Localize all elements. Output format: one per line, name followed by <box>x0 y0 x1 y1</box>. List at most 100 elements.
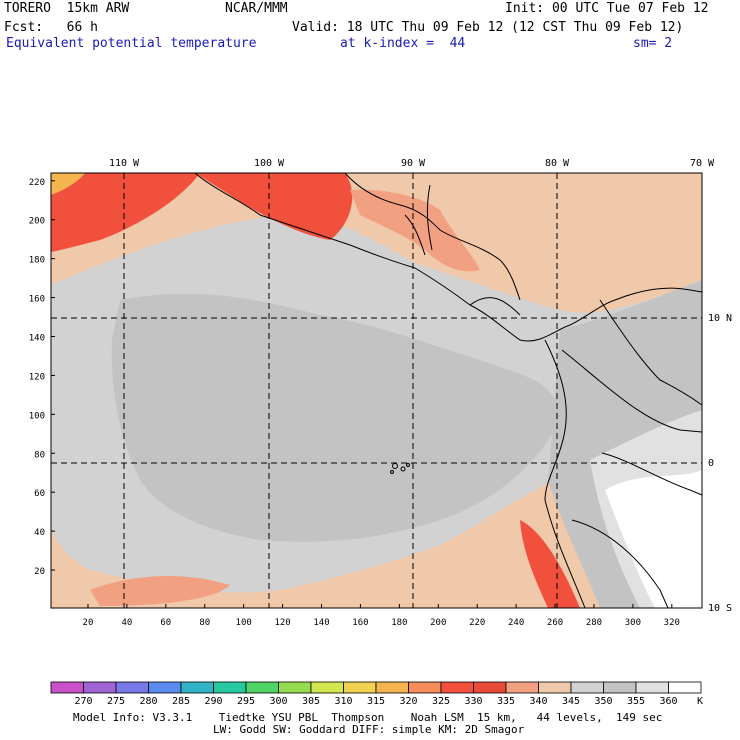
y-tick-labels: 220 200 180 160 140 120 100 80 60 40 20 <box>29 178 45 577</box>
colorbar-label: 285 <box>172 696 190 707</box>
colorbar-label: 350 <box>594 696 612 707</box>
warm-coast-peru <box>520 520 580 608</box>
colorbar-label: 305 <box>302 696 320 707</box>
colorbar-swatch <box>180 681 214 694</box>
lat-label: 0 <box>708 458 714 469</box>
colorbar-label: 355 <box>627 696 645 707</box>
lat-lon-grid <box>51 173 702 608</box>
x-tick-label: 160 <box>352 618 368 628</box>
physics-info-line: LW: Godd SW: Goddard DIFF: simple KM: 2D… <box>213 723 525 736</box>
y-tick-label: 180 <box>29 256 45 266</box>
x-tick-label: 200 <box>430 618 446 628</box>
x-tick-label: 280 <box>586 618 602 628</box>
lat-label: 10 S <box>708 603 732 614</box>
warm-core-nw <box>51 173 85 195</box>
colorbar-swatch <box>635 681 669 694</box>
forecast-hour: Fcst: 66 h <box>4 20 98 35</box>
y-tick-label: 100 <box>29 411 45 421</box>
colorbar-label: 310 <box>334 696 352 707</box>
colorbar-swatch <box>668 681 702 694</box>
y-tick-label: 40 <box>34 528 45 538</box>
x-tick-label: 240 <box>508 618 524 628</box>
colorbar-label: 335 <box>497 696 515 707</box>
x-tick-label: 320 <box>664 618 680 628</box>
y-tick-label: 60 <box>34 489 45 499</box>
colorbar <box>50 681 702 694</box>
colorbar-label: 315 <box>367 696 385 707</box>
coastlines <box>194 172 703 609</box>
lon-label: 110 W <box>109 158 140 169</box>
x-tick-label: 260 <box>547 618 563 628</box>
colorbar-label: 270 <box>74 696 92 707</box>
warm-patch-central-america <box>350 189 480 272</box>
colorbar-label: 330 <box>464 696 482 707</box>
x-tick-label: 180 <box>391 618 407 628</box>
colorbar-label: 345 <box>562 696 580 707</box>
colorbar-labels: 270 275 280 285 290 295 300 305 310 315 320 325 330 3… <box>74 696 677 707</box>
colorbar-unit: K <box>697 696 703 707</box>
center-name: NCAR/MMM <box>225 1 288 16</box>
highlands-360-shading <box>605 470 702 608</box>
x-tick-label: 140 <box>313 618 329 628</box>
colorbar-label: 340 <box>529 696 547 707</box>
colorbar-label: 280 <box>139 696 157 707</box>
x-tick-label: 20 <box>83 618 94 628</box>
colorbar-label: 295 <box>237 696 255 707</box>
colorbar-swatch <box>83 681 117 694</box>
colorbar-swatch <box>538 681 572 694</box>
colorbar-label: 300 <box>269 696 287 707</box>
model-info-line: Model Info: V3.3.1 Tiedtke YSU PBL Thomp… <box>73 711 663 724</box>
valid-time: Valid: 18 UTC Thu 09 Feb 12 (12 CST Thu … <box>292 20 684 35</box>
y-tick-label: 20 <box>34 567 45 577</box>
field-name: Equivalent potential temperature <box>6 36 257 51</box>
x-tick-label: 220 <box>469 618 485 628</box>
lon-label: 100 W <box>254 158 285 169</box>
smoothing-info: sm= 2 <box>633 36 673 51</box>
colorbar-swatch <box>115 681 149 694</box>
x-tick-label: 40 <box>121 618 132 628</box>
colorbar-swatch <box>408 681 442 694</box>
colorbar-swatch <box>148 681 182 694</box>
colorbar-swatch <box>50 681 84 694</box>
x-tick-label: 120 <box>274 618 290 628</box>
colorbar-swatch <box>440 681 474 694</box>
colorbar-swatch <box>603 681 637 694</box>
y-tick-label: 220 <box>29 178 45 188</box>
colorbar-swatch <box>570 681 604 694</box>
axis-ticks <box>51 180 673 608</box>
colorbar-swatch <box>278 681 312 694</box>
x-tick-label: 80 <box>199 618 210 628</box>
shading-355-band <box>111 293 560 542</box>
level-info: at k-index = 44 <box>340 36 466 51</box>
model-name: TORERO 15km ARW <box>4 1 130 16</box>
colorbar-swatch <box>505 681 539 694</box>
colorbar-label: 325 <box>432 696 450 707</box>
lat-label: 10 N <box>708 313 732 324</box>
colorbar-label: 290 <box>204 696 222 707</box>
warm-pool-mexico <box>195 173 353 240</box>
lon-label: 90 W <box>401 158 426 169</box>
colorbar-swatch <box>343 681 377 694</box>
y-tick-label: 80 <box>34 450 45 460</box>
colorbar-swatch <box>213 681 247 694</box>
y-tick-label: 160 <box>29 295 45 305</box>
plot-frame <box>50 172 703 609</box>
y-tick-label: 140 <box>29 333 45 343</box>
colorbar-swatch <box>473 681 507 694</box>
colorbar-swatch <box>375 681 409 694</box>
lon-label: 80 W <box>545 158 570 169</box>
x-tick-label: 60 <box>160 618 171 628</box>
y-tick-label: 200 <box>29 217 45 227</box>
x-tick-labels: 20 40 60 80 100 120 140 160 180 200 220 240 260 280 30… <box>83 618 680 628</box>
lon-label: 70 W <box>690 158 715 169</box>
warm-pool-nw <box>51 173 200 252</box>
colorbar-swatch <box>310 681 344 694</box>
y-tick-label: 120 <box>29 372 45 382</box>
colorbar-swatch <box>245 681 279 694</box>
warm-patch-south <box>90 575 230 606</box>
init-time: Init: 00 UTC Tue 07 Feb 12 <box>505 1 709 16</box>
colorbar-label: 320 <box>399 696 417 707</box>
x-tick-label: 300 <box>625 618 641 628</box>
colorbar-label: 360 <box>659 696 677 707</box>
